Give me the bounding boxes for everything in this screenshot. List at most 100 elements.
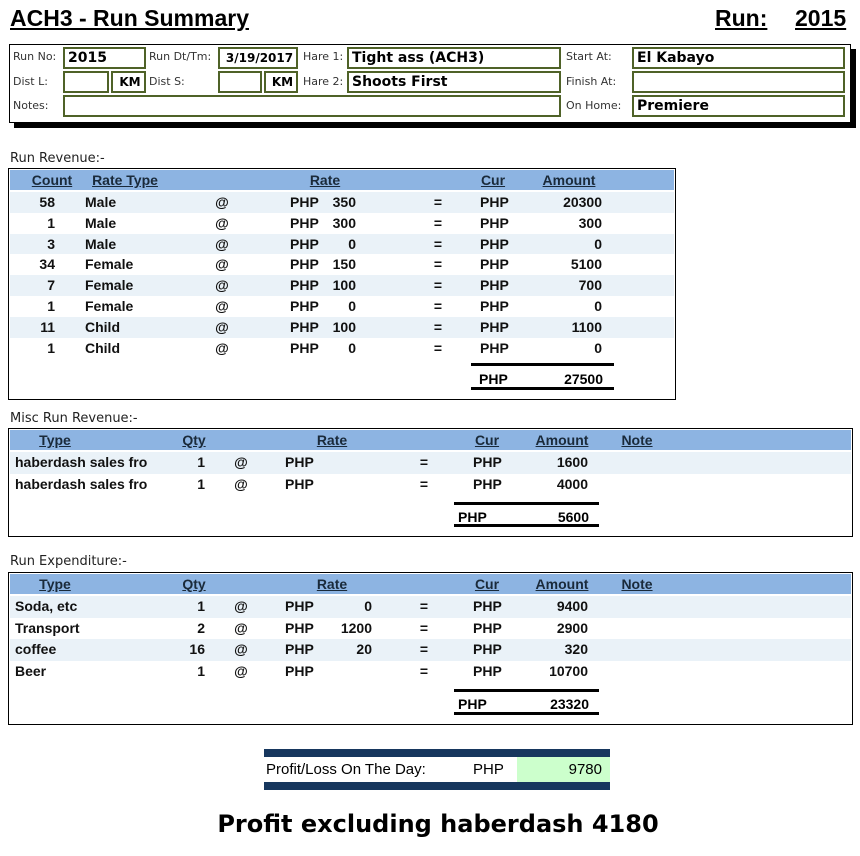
- cell-cur1: PHP: [290, 235, 319, 252]
- cell-type: Female: [85, 277, 134, 294]
- hare2-field[interactable]: Shoots First: [347, 71, 561, 93]
- cell-cur: PHP: [480, 235, 509, 252]
- table-row: 11 Child @ PHP 100 = PHP 1100: [10, 316, 674, 338]
- cell-rate: 350: [332, 194, 356, 210]
- cell-at: @: [215, 318, 229, 335]
- cell-amount: 10700: [549, 663, 588, 680]
- cell-count: 11: [40, 318, 55, 335]
- expenditure-total-cur: PHP: [458, 696, 487, 712]
- expenditure-header-band: [10, 574, 851, 594]
- cell-count: 3: [47, 235, 55, 252]
- page-title: ACH3 - Run Summary: [10, 5, 249, 31]
- cell-qty: 1: [197, 663, 205, 680]
- cell-cur: PHP: [473, 454, 502, 470]
- dist-l-label: Dist L:: [13, 75, 48, 88]
- cell-at: @: [234, 619, 248, 636]
- col-cur: Cur: [480, 172, 506, 188]
- cell-type: Child: [85, 318, 120, 335]
- expenditure-table: Type Qty Rate Cur Amount Note PHP 23320 …: [8, 572, 853, 725]
- cell-cur: PHP: [480, 194, 509, 210]
- run-dt-label: Run Dt/Tm:: [149, 50, 212, 63]
- cell-cur: PHP: [480, 256, 509, 273]
- col-rate: Rate: [316, 576, 348, 592]
- start-field[interactable]: El Kabayo: [632, 47, 845, 69]
- dist-l-field[interactable]: [63, 71, 109, 93]
- cell-at: @: [215, 256, 229, 273]
- cell-eq: =: [419, 476, 429, 492]
- cell-amount: 9400: [556, 598, 588, 614]
- cell-amount: 1600: [556, 454, 588, 470]
- total-line-top: [454, 502, 599, 505]
- cell-cur1: PHP: [290, 194, 319, 210]
- hare2-label: Hare 2:: [303, 75, 344, 88]
- cell-eq: =: [433, 277, 443, 294]
- run-no-field[interactable]: 2015: [63, 47, 146, 69]
- cell-cur1: PHP: [285, 454, 314, 470]
- col-note: Note: [621, 576, 653, 592]
- home-label: On Home:: [566, 99, 622, 112]
- table-row: 58 Male @ PHP 350 = PHP 20300: [10, 192, 674, 213]
- cell-type: coffee: [15, 641, 57, 658]
- profit-excluding-haberdash: Profit excluding haberdash 4180: [217, 810, 659, 838]
- cell-eq: =: [433, 194, 443, 210]
- table-row: 3 Male @ PHP 0 = PHP 0: [10, 233, 674, 255]
- col-cur: Cur: [474, 432, 500, 448]
- table-row: 1 Child @ PHP 0 = PHP 0: [10, 338, 674, 359]
- cell-cur: PHP: [473, 476, 502, 492]
- dist-s-label: Dist S:: [149, 75, 185, 88]
- cell-eq: =: [433, 339, 443, 356]
- dist-l-unit: KM: [111, 71, 146, 93]
- col-rate: Rate: [309, 172, 341, 188]
- finish-field[interactable]: [632, 71, 845, 93]
- notes-label: Notes:: [13, 99, 49, 112]
- hare1-label: Hare 1:: [303, 50, 344, 63]
- misc-revenue-table: Type Qty Rate Cur Amount Note PHP 5600 h…: [8, 428, 853, 537]
- home-field[interactable]: Premiere: [632, 95, 845, 117]
- cell-cur: PHP: [480, 298, 509, 314]
- cell-cur1: PHP: [290, 339, 319, 356]
- cell-cur1: PHP: [285, 598, 314, 614]
- cell-amount: 5100: [570, 256, 602, 273]
- table-row: coffee 16 @ PHP 20 = PHP 320: [10, 639, 851, 662]
- notes-field[interactable]: [63, 95, 561, 117]
- cell-cur1: PHP: [285, 619, 314, 636]
- cell-eq: =: [419, 454, 429, 470]
- table-row: 34 Female @ PHP 150 = PHP 5100: [10, 254, 674, 275]
- cell-at: @: [234, 598, 248, 614]
- cell-at: @: [234, 476, 248, 492]
- cell-type: Female: [85, 298, 134, 314]
- run-dt-field[interactable]: 3/19/2017: [218, 47, 298, 69]
- cell-type: Transport: [15, 619, 80, 636]
- revenue-table: Count Rate Type Rate Cur Amount PHP 2750…: [8, 168, 676, 400]
- cell-eq: =: [419, 598, 429, 614]
- cell-at: @: [215, 235, 229, 252]
- cell-count: 7: [47, 277, 55, 294]
- cell-cur: PHP: [480, 214, 509, 231]
- profit-value-cell: [517, 757, 610, 782]
- cell-count: 58: [39, 194, 55, 210]
- table-row: Beer 1 @ PHP = PHP 10700: [10, 661, 851, 683]
- cell-eq: =: [433, 256, 443, 273]
- cell-rate: 150: [332, 256, 356, 273]
- cell-rate: 0: [364, 598, 372, 614]
- revenue-total-cur: PHP: [479, 371, 508, 387]
- cell-rate: 0: [348, 298, 356, 314]
- total-line-bottom: [471, 387, 614, 390]
- col-amount: Amount: [535, 432, 589, 448]
- cell-amount: 300: [578, 214, 602, 231]
- profit-cur: PHP: [473, 761, 504, 778]
- cell-cur1: PHP: [285, 663, 314, 680]
- hare1-field[interactable]: Tight ass (ACH3): [347, 47, 561, 69]
- cell-at: @: [234, 663, 248, 680]
- cell-cur1: PHP: [290, 318, 319, 335]
- cell-at: @: [215, 298, 229, 314]
- revenue-header-band: [10, 170, 674, 190]
- dist-s-field[interactable]: [218, 71, 262, 93]
- revenue-total: 27500: [564, 371, 603, 387]
- finish-label: Finish At:: [566, 75, 617, 88]
- table-row: haberdash sales fro 1 @ PHP = PHP 4000: [10, 474, 851, 496]
- cell-rate: 0: [348, 235, 356, 252]
- cell-count: 1: [47, 214, 55, 231]
- cell-type: Female: [85, 256, 134, 273]
- cell-cur1: PHP: [290, 298, 319, 314]
